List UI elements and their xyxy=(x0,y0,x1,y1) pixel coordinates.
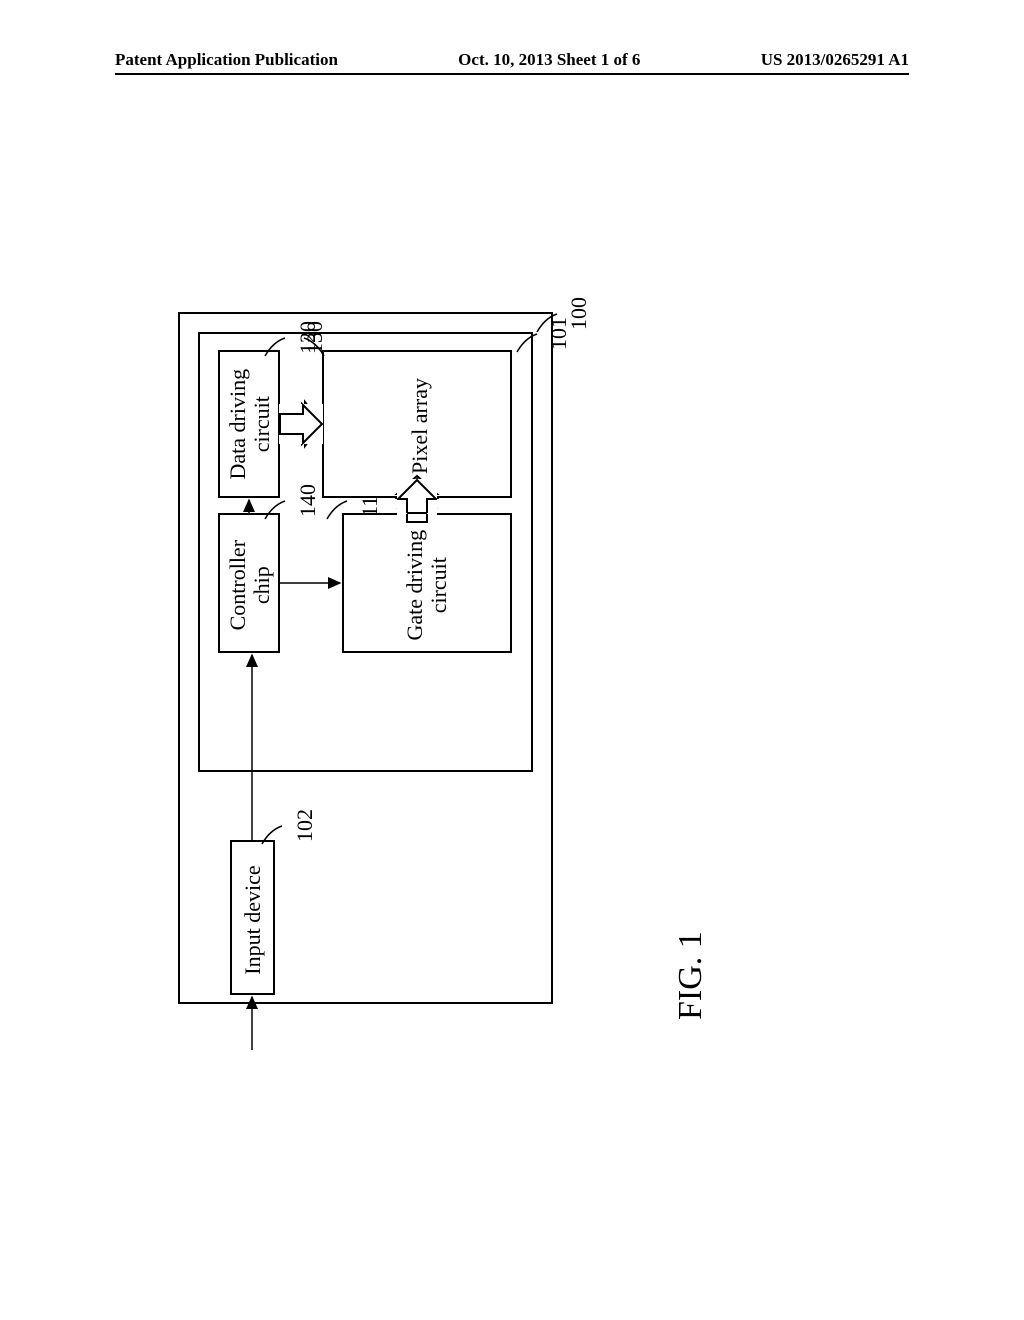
arrow-stem-cover xyxy=(406,498,428,514)
figure-caption: FIG. 1 xyxy=(672,931,710,1020)
header-center: Oct. 10, 2013 Sheet 1 of 6 xyxy=(458,50,640,70)
hollow-arrow-data-to-pixel xyxy=(279,404,323,444)
header-right: US 2013/0265291 A1 xyxy=(761,50,909,70)
header-left: Patent Application Publication xyxy=(115,50,338,70)
arrows xyxy=(170,250,810,1050)
block-diagram: 100 101 Input device 102 Controller chip… xyxy=(170,250,810,1010)
